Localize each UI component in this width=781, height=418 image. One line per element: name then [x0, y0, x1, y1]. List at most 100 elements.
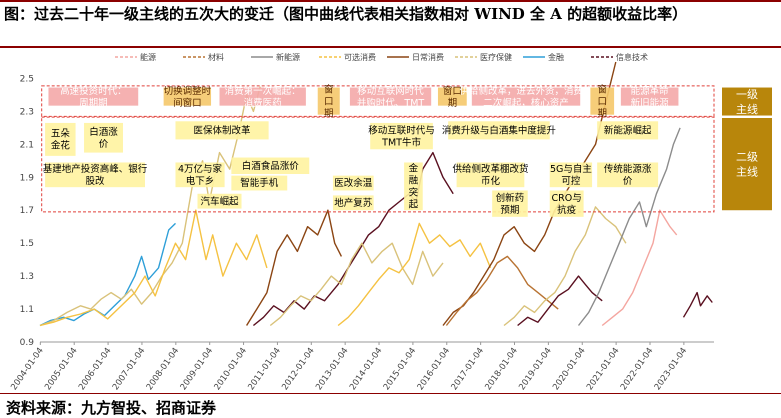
annotation-box-8 [620, 87, 679, 106]
annotation-text-0-0: 高速投资时代： [60, 85, 127, 97]
x-tick-label-12: 2016-01-04 [416, 346, 453, 392]
annotation-text-19-1: TMT牛市 [381, 136, 421, 148]
y-tick-label-8: 2.5 [20, 74, 34, 84]
side-label-text-0-0: 一级 [736, 88, 758, 101]
annotation-text-5-0: 窗口 [443, 85, 462, 97]
annotation-box-25 [549, 190, 584, 217]
annotation-box-19 [370, 122, 433, 150]
annotation-text-3-2: 期 [324, 108, 334, 119]
x-tick-label-17: 2021-01-04 [585, 346, 622, 392]
annotation-text-3-1: 口 [324, 96, 334, 107]
annotation-text-11-1: 股改 [86, 175, 106, 187]
x-tick-label-14: 2018-01-04 [483, 346, 520, 392]
side-label-text-1-1: 主线 [736, 165, 758, 179]
annotation-box-0 [48, 87, 139, 106]
side-label-box-1 [722, 118, 772, 211]
annotation-text-9-1: 金花 [51, 140, 71, 152]
annotation-text-4-0: 移动互联网时代 [357, 85, 424, 97]
y-tick-label-1: 1.1 [20, 305, 34, 315]
series-line-7 [442, 61, 617, 326]
annotation-box-26 [597, 121, 659, 140]
annotation-box-7 [590, 87, 615, 115]
x-tick-label-10: 2014-01-04 [348, 346, 385, 392]
annotation-text-22-0: 供给侧改革棚改货 [452, 163, 528, 175]
annotation-text-8-0: 能源革命 [631, 85, 670, 97]
annotation-box-10 [84, 122, 123, 153]
annotation-box-2 [219, 87, 306, 106]
annotation-box-18 [332, 195, 374, 211]
annotation-text-6-1: 二次崛起，核心资产 [483, 97, 569, 109]
y-tick-label-2: 1.3 [20, 272, 34, 282]
legend-label-4: 日常消费 [412, 52, 444, 62]
primary-mainline-frame [41, 85, 715, 117]
legend-label-3: 可选消费 [344, 52, 376, 62]
annotation-box-24 [549, 162, 593, 188]
annotation-text-13-1: 电下乡 [186, 175, 215, 187]
annotation-text-5-1: 期 [448, 98, 458, 109]
source-note: 资料来源：九方智投、招商证券 [6, 399, 217, 417]
x-tick-label-2: 2006-01-04 [77, 346, 114, 392]
side-label-text-0-1: 主线 [736, 102, 758, 116]
x-tick-label-13: 2017-01-04 [450, 346, 487, 392]
annotation-text-27-1: 价 [623, 176, 633, 187]
annotation-box-6 [471, 87, 581, 106]
annotation-text-14-0: 白酒食品涨价 [242, 160, 300, 172]
annotation-text-4-1: 并购时代、TMT [357, 97, 424, 109]
annotation-box-21 [448, 121, 550, 140]
annotation-box-14 [231, 157, 310, 174]
legend-label-2: 新能源 [276, 52, 300, 62]
x-tick-label-7: 2011-01-04 [246, 346, 283, 392]
side-label-box-0 [722, 87, 772, 116]
x-tick-label-18: 2022-01-04 [619, 346, 656, 392]
series-line-8 [445, 255, 559, 326]
annotation-box-4 [349, 87, 432, 106]
annotation-box-23 [492, 190, 528, 217]
annotation-text-23-0: 创新药 [496, 192, 525, 204]
annotation-text-20-3: 起 [409, 200, 419, 211]
annotation-text-7-0: 窗 [597, 83, 607, 95]
y-tick-label-6: 2.1 [20, 140, 34, 150]
annotation-text-19-0: 移动互联时代与 [368, 124, 435, 136]
annotation-box-20 [404, 162, 423, 211]
annotation-text-24-1: 可控 [561, 175, 581, 187]
annotation-text-27-0: 传统能源涨 [604, 163, 652, 175]
legend-label-5: 医疗保健 [480, 52, 512, 62]
secondary-mainline-frame [41, 116, 715, 213]
annotation-text-3-0: 窗 [324, 83, 334, 95]
annotation-text-7-1: 口 [597, 96, 607, 107]
annotation-text-1-0: 切换调整时 [164, 85, 212, 97]
x-tick-label-4: 2008-01-04 [145, 346, 182, 392]
y-tick-label-0: 0.9 [20, 338, 35, 348]
y-tick-label-5: 1.9 [20, 173, 35, 183]
annotation-text-9-0: 五朵 [51, 129, 71, 140]
annotation-box-9 [45, 122, 76, 156]
annotation-text-10-1: 价 [99, 139, 109, 150]
annotation-box-22 [456, 162, 525, 188]
annotation-text-12-0: 医保体制改革 [194, 125, 252, 137]
annotation-text-13-0: 4万亿与家 [178, 163, 223, 175]
annotation-text-7-2: 期 [597, 108, 607, 119]
annotation-text-0-1: 周期期 [79, 98, 108, 109]
annotation-text-22-1: 币化 [481, 175, 501, 187]
annotation-box-12 [175, 121, 269, 140]
annotation-text-8-1: 新旧能源 [631, 97, 670, 109]
y-tick-label-3: 1.5 [20, 239, 34, 249]
annotation-text-21-0: 消费升级与白酒集中度提升 [442, 125, 557, 137]
x-tick-label-11: 2015-01-04 [382, 346, 419, 392]
side-label-text-1-0: 二级 [736, 151, 758, 164]
annotation-text-18-0: 地产复苏 [334, 197, 373, 209]
legend-label-1: 材料 [208, 52, 224, 62]
annotation-text-20-1: 融 [409, 176, 419, 187]
annotation-text-11-0: 基建地产投资高峰、银行 [43, 163, 148, 175]
x-tick-label-3: 2007-01-04 [111, 346, 148, 392]
annotation-box-27 [597, 162, 659, 188]
series-line-11 [577, 127, 681, 326]
annotation-text-20-0: 金 [409, 163, 419, 175]
x-tick-label-1: 2005-01-04 [43, 346, 80, 392]
annotation-text-1-1: 间窗口 [173, 97, 202, 109]
y-tick-label-4: 1.7 [20, 206, 34, 216]
annotation-text-2-1: 消费医药 [244, 97, 282, 109]
series-line-12 [601, 209, 678, 327]
annotation-text-24-0: 5G与自主 [550, 163, 592, 175]
y-tick-label-7: 2.3 [20, 107, 34, 117]
